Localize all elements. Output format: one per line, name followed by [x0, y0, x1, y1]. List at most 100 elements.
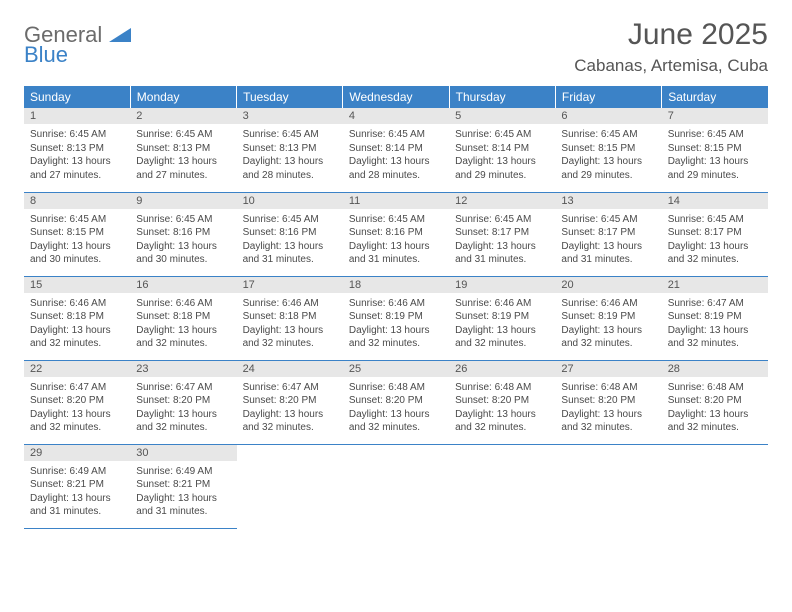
day-body: Sunrise: 6:45 AMSunset: 8:15 PMDaylight:…: [24, 209, 130, 273]
weekday-header-row: SundayMondayTuesdayWednesdayThursdayFrid…: [24, 86, 768, 108]
calendar-day-cell: 28Sunrise: 6:48 AMSunset: 8:20 PMDayligh…: [662, 360, 768, 444]
calendar-week-row: 29Sunrise: 6:49 AMSunset: 8:21 PMDayligh…: [24, 444, 768, 528]
daylight-line: Daylight: 13 hours and 32 minutes.: [30, 408, 124, 435]
sunset-line: Sunset: 8:19 PM: [349, 310, 443, 324]
sunset-line: Sunset: 8:13 PM: [243, 142, 337, 156]
calendar-day-cell: 11Sunrise: 6:45 AMSunset: 8:16 PMDayligh…: [343, 192, 449, 276]
day-body: Sunrise: 6:45 AMSunset: 8:17 PMDaylight:…: [555, 209, 661, 273]
day-number: 25: [343, 361, 449, 377]
sunrise-line: Sunrise: 6:45 AM: [243, 213, 337, 227]
calendar-day-cell: 19Sunrise: 6:46 AMSunset: 8:19 PMDayligh…: [449, 276, 555, 360]
daylight-line: Daylight: 13 hours and 32 minutes.: [243, 324, 337, 351]
calendar-day-cell: 8Sunrise: 6:45 AMSunset: 8:15 PMDaylight…: [24, 192, 130, 276]
daylight-line: Daylight: 13 hours and 31 minutes.: [561, 240, 655, 267]
calendar-day-cell: [343, 444, 449, 528]
daylight-line: Daylight: 13 hours and 30 minutes.: [136, 240, 230, 267]
sunrise-line: Sunrise: 6:45 AM: [668, 213, 762, 227]
day-number: 9: [130, 193, 236, 209]
daylight-line: Daylight: 13 hours and 32 minutes.: [455, 324, 549, 351]
day-body: Sunrise: 6:45 AMSunset: 8:16 PMDaylight:…: [130, 209, 236, 273]
day-body: Sunrise: 6:46 AMSunset: 8:18 PMDaylight:…: [24, 293, 130, 357]
sunrise-line: Sunrise: 6:46 AM: [349, 297, 443, 311]
sunrise-line: Sunrise: 6:45 AM: [136, 128, 230, 142]
sunset-line: Sunset: 8:15 PM: [30, 226, 124, 240]
daylight-line: Daylight: 13 hours and 31 minutes.: [455, 240, 549, 267]
day-number: 27: [555, 361, 661, 377]
day-number: 20: [555, 277, 661, 293]
day-body: Sunrise: 6:49 AMSunset: 8:21 PMDaylight:…: [24, 461, 130, 525]
sunset-line: Sunset: 8:16 PM: [136, 226, 230, 240]
sunset-line: Sunset: 8:14 PM: [455, 142, 549, 156]
calendar-day-cell: 4Sunrise: 6:45 AMSunset: 8:14 PMDaylight…: [343, 108, 449, 192]
calendar-day-cell: 16Sunrise: 6:46 AMSunset: 8:18 PMDayligh…: [130, 276, 236, 360]
sunrise-line: Sunrise: 6:48 AM: [455, 381, 549, 395]
calendar-day-cell: 5Sunrise: 6:45 AMSunset: 8:14 PMDaylight…: [449, 108, 555, 192]
weekday-header: Tuesday: [237, 86, 343, 108]
day-number: 2: [130, 108, 236, 124]
sunrise-line: Sunrise: 6:45 AM: [136, 213, 230, 227]
sunrise-line: Sunrise: 6:49 AM: [30, 465, 124, 479]
weekday-header: Saturday: [662, 86, 768, 108]
day-body: Sunrise: 6:45 AMSunset: 8:17 PMDaylight:…: [662, 209, 768, 273]
calendar-day-cell: [555, 444, 661, 528]
calendar-week-row: 1Sunrise: 6:45 AMSunset: 8:13 PMDaylight…: [24, 108, 768, 192]
sunset-line: Sunset: 8:19 PM: [668, 310, 762, 324]
sunset-line: Sunset: 8:20 PM: [668, 394, 762, 408]
calendar-day-cell: 29Sunrise: 6:49 AMSunset: 8:21 PMDayligh…: [24, 444, 130, 528]
day-number: 11: [343, 193, 449, 209]
calendar-day-cell: 6Sunrise: 6:45 AMSunset: 8:15 PMDaylight…: [555, 108, 661, 192]
calendar-week-row: 22Sunrise: 6:47 AMSunset: 8:20 PMDayligh…: [24, 360, 768, 444]
sunrise-line: Sunrise: 6:45 AM: [243, 128, 337, 142]
sunrise-line: Sunrise: 6:45 AM: [561, 213, 655, 227]
day-body: Sunrise: 6:48 AMSunset: 8:20 PMDaylight:…: [662, 377, 768, 441]
day-body: Sunrise: 6:45 AMSunset: 8:15 PMDaylight:…: [662, 124, 768, 188]
calendar-day-cell: 26Sunrise: 6:48 AMSunset: 8:20 PMDayligh…: [449, 360, 555, 444]
day-number: 23: [130, 361, 236, 377]
calendar-day-cell: 18Sunrise: 6:46 AMSunset: 8:19 PMDayligh…: [343, 276, 449, 360]
calendar-day-cell: 20Sunrise: 6:46 AMSunset: 8:19 PMDayligh…: [555, 276, 661, 360]
day-body: Sunrise: 6:45 AMSunset: 8:15 PMDaylight:…: [555, 124, 661, 188]
day-number: 15: [24, 277, 130, 293]
day-number: 6: [555, 108, 661, 124]
day-body: Sunrise: 6:45 AMSunset: 8:14 PMDaylight:…: [449, 124, 555, 188]
sunrise-line: Sunrise: 6:45 AM: [30, 128, 124, 142]
sunrise-line: Sunrise: 6:47 AM: [30, 381, 124, 395]
sunset-line: Sunset: 8:13 PM: [136, 142, 230, 156]
day-number: 21: [662, 277, 768, 293]
calendar-table: SundayMondayTuesdayWednesdayThursdayFrid…: [24, 86, 768, 529]
day-number: 12: [449, 193, 555, 209]
calendar-day-cell: 22Sunrise: 6:47 AMSunset: 8:20 PMDayligh…: [24, 360, 130, 444]
daylight-line: Daylight: 13 hours and 32 minutes.: [30, 324, 124, 351]
day-body: Sunrise: 6:45 AMSunset: 8:14 PMDaylight:…: [343, 124, 449, 188]
day-number: 30: [130, 445, 236, 461]
sunrise-line: Sunrise: 6:45 AM: [455, 213, 549, 227]
day-body: Sunrise: 6:49 AMSunset: 8:21 PMDaylight:…: [130, 461, 236, 525]
sunset-line: Sunset: 8:15 PM: [561, 142, 655, 156]
daylight-line: Daylight: 13 hours and 29 minutes.: [668, 155, 762, 182]
calendar-day-cell: 3Sunrise: 6:45 AMSunset: 8:13 PMDaylight…: [237, 108, 343, 192]
daylight-line: Daylight: 13 hours and 32 minutes.: [243, 408, 337, 435]
calendar-day-cell: [449, 444, 555, 528]
sunset-line: Sunset: 8:17 PM: [668, 226, 762, 240]
weekday-header: Friday: [555, 86, 661, 108]
day-body: Sunrise: 6:46 AMSunset: 8:18 PMDaylight:…: [237, 293, 343, 357]
sunset-line: Sunset: 8:14 PM: [349, 142, 443, 156]
calendar-week-row: 15Sunrise: 6:46 AMSunset: 8:18 PMDayligh…: [24, 276, 768, 360]
daylight-line: Daylight: 13 hours and 27 minutes.: [30, 155, 124, 182]
day-body: Sunrise: 6:48 AMSunset: 8:20 PMDaylight:…: [449, 377, 555, 441]
daylight-line: Daylight: 13 hours and 32 minutes.: [349, 324, 443, 351]
weekday-header: Monday: [130, 86, 236, 108]
day-body: Sunrise: 6:46 AMSunset: 8:19 PMDaylight:…: [343, 293, 449, 357]
sunset-line: Sunset: 8:13 PM: [30, 142, 124, 156]
weekday-header: Thursday: [449, 86, 555, 108]
calendar-day-cell: 15Sunrise: 6:46 AMSunset: 8:18 PMDayligh…: [24, 276, 130, 360]
sunset-line: Sunset: 8:18 PM: [30, 310, 124, 324]
brand-logo: General Blue: [24, 18, 131, 66]
sunset-line: Sunset: 8:16 PM: [243, 226, 337, 240]
day-body: Sunrise: 6:48 AMSunset: 8:20 PMDaylight:…: [555, 377, 661, 441]
sunset-line: Sunset: 8:19 PM: [455, 310, 549, 324]
brand-line2: Blue: [24, 44, 131, 66]
calendar-day-cell: 25Sunrise: 6:48 AMSunset: 8:20 PMDayligh…: [343, 360, 449, 444]
sunset-line: Sunset: 8:20 PM: [30, 394, 124, 408]
day-body: Sunrise: 6:45 AMSunset: 8:17 PMDaylight:…: [449, 209, 555, 273]
